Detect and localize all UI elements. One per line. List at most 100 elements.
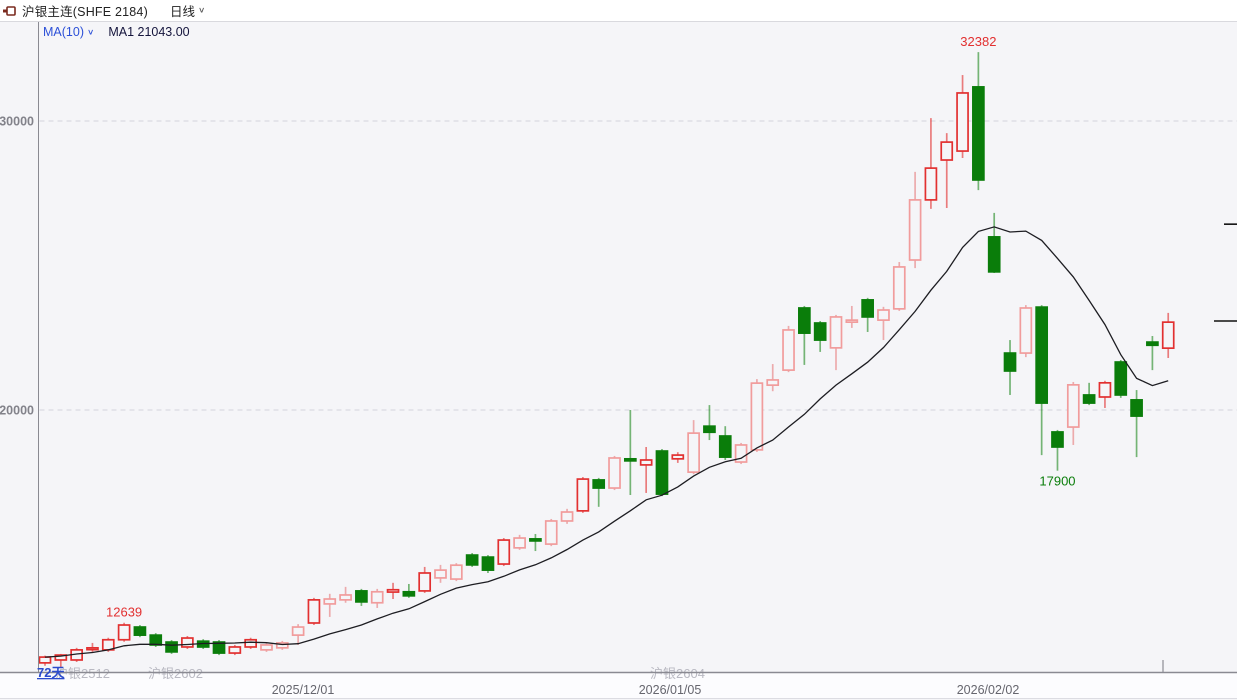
candle[interactable]: [291, 624, 305, 645]
candle-body: [370, 590, 384, 604]
candle[interactable]: [908, 171, 922, 269]
candle[interactable]: [798, 305, 811, 365]
ma-line: [44, 226, 1169, 658]
candle[interactable]: [766, 364, 780, 392]
candle[interactable]: [829, 314, 843, 371]
chevron-down-icon: ∨: [86, 27, 95, 37]
candle[interactable]: [750, 379, 764, 452]
candle[interactable]: [434, 564, 447, 583]
candle[interactable]: [987, 212, 1001, 274]
candle-body: [418, 572, 432, 592]
candle[interactable]: [1146, 336, 1159, 371]
candle[interactable]: [1003, 340, 1017, 395]
candle[interactable]: [402, 583, 416, 598]
candle-body: [924, 167, 938, 201]
contract-watermark: 沪银2602: [148, 666, 203, 681]
date-strip: [0, 673, 1237, 698]
candle[interactable]: [370, 588, 384, 608]
candle[interactable]: [228, 644, 242, 656]
candle-body: [544, 520, 558, 545]
candle[interactable]: [1082, 382, 1096, 406]
candle[interactable]: [497, 538, 511, 567]
candle-body: [54, 654, 68, 661]
candle[interactable]: [576, 477, 590, 513]
candle-body: [718, 435, 732, 458]
candle[interactable]: [892, 262, 906, 311]
candle[interactable]: [861, 297, 874, 332]
candle-body: [687, 432, 700, 473]
candle-body: [829, 316, 843, 349]
candle[interactable]: [465, 553, 479, 567]
candle[interactable]: [703, 405, 716, 441]
candle[interactable]: [323, 593, 337, 617]
candle[interactable]: [117, 622, 131, 642]
candle[interactable]: [623, 410, 637, 495]
candle[interactable]: [956, 75, 969, 158]
candle[interactable]: [1066, 381, 1080, 445]
period-selector[interactable]: 日线 ∨: [170, 1, 205, 20]
candle[interactable]: [244, 637, 258, 650]
candle[interactable]: [655, 449, 669, 497]
candle-body: [703, 425, 716, 434]
candle[interactable]: [877, 306, 890, 341]
candle[interactable]: [718, 426, 732, 460]
candle[interactable]: [1035, 305, 1049, 456]
candle[interactable]: [1130, 390, 1143, 458]
candle[interactable]: [307, 597, 321, 626]
candle[interactable]: [449, 563, 463, 582]
candle[interactable]: [592, 477, 606, 507]
candle[interactable]: [339, 586, 352, 603]
candle-body: [1066, 384, 1080, 428]
candle-body: [244, 638, 258, 648]
candle[interactable]: [560, 508, 574, 524]
candle[interactable]: [639, 446, 653, 493]
candle[interactable]: [671, 452, 685, 463]
candle[interactable]: [544, 518, 558, 547]
candle-body: [1114, 361, 1128, 396]
candle[interactable]: [1098, 380, 1112, 408]
candle[interactable]: [608, 455, 621, 491]
ma-selector[interactable]: MA(10) ∨: [43, 25, 94, 39]
candle[interactable]: [529, 533, 542, 552]
candle[interactable]: [212, 640, 226, 656]
candle[interactable]: [275, 640, 289, 650]
candle[interactable]: [86, 642, 99, 652]
candle[interactable]: [1051, 429, 1064, 471]
candle-body: [1161, 321, 1175, 350]
candle[interactable]: [734, 442, 748, 465]
candle[interactable]: [418, 566, 432, 593]
candle-body: [592, 479, 606, 489]
candle-body: [260, 644, 273, 651]
candle[interactable]: [181, 635, 194, 650]
visible-range-label[interactable]: 72天: [37, 665, 65, 680]
candle[interactable]: [940, 133, 954, 208]
candle[interactable]: [782, 325, 795, 373]
candle[interactable]: [481, 555, 495, 573]
candle[interactable]: [165, 640, 178, 654]
candle[interactable]: [1019, 305, 1033, 358]
candle[interactable]: [386, 582, 400, 600]
candle[interactable]: [924, 118, 938, 209]
price-annotation: 17900: [1039, 474, 1075, 489]
candle[interactable]: [355, 588, 368, 606]
candle-body: [956, 92, 969, 152]
candle-body: [798, 307, 811, 334]
candle[interactable]: [972, 52, 985, 191]
candle[interactable]: [1114, 360, 1128, 398]
candle[interactable]: [845, 305, 859, 328]
candle[interactable]: [513, 534, 526, 550]
indicator-legend: MA(10) ∨ MA1 21043.00: [43, 25, 190, 39]
candle[interactable]: [260, 642, 273, 652]
candle-body: [1082, 394, 1096, 404]
candle[interactable]: [133, 625, 147, 638]
candle-body: [133, 626, 147, 636]
y-axis-label: 30000: [0, 115, 34, 129]
y-axis-label: 20000: [0, 404, 34, 418]
candle[interactable]: [813, 320, 827, 352]
candle-body: [608, 457, 621, 489]
period-label: 日线: [169, 5, 195, 19]
candle[interactable]: [1161, 312, 1175, 358]
candle-body: [1035, 306, 1049, 404]
ma-selector-label: MA(10): [43, 25, 84, 39]
candle[interactable]: [687, 420, 700, 475]
